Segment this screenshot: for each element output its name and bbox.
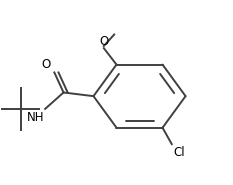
Text: NH: NH — [27, 111, 44, 124]
Text: Cl: Cl — [173, 146, 185, 159]
Text: O: O — [99, 35, 109, 48]
Text: O: O — [42, 58, 51, 71]
